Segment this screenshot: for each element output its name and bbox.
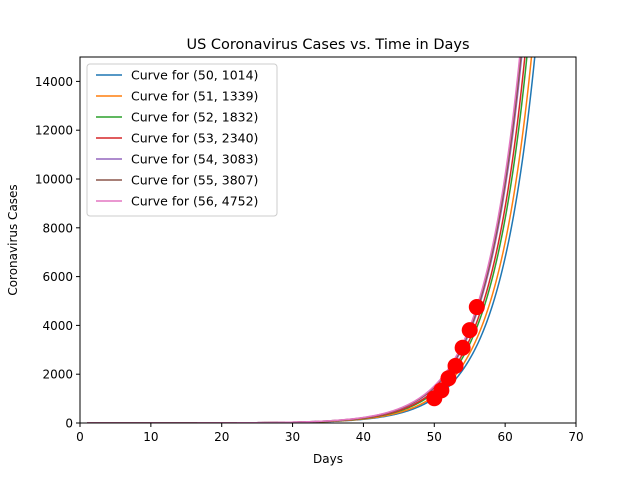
x-tick-label: 40 bbox=[356, 430, 371, 444]
data-point bbox=[433, 382, 450, 399]
point-group bbox=[426, 299, 485, 407]
legend-label: Curve for (55, 3807) bbox=[131, 173, 258, 188]
x-axis-label: Days bbox=[313, 452, 343, 466]
legend-label: Curve for (51, 1339) bbox=[131, 89, 258, 104]
data-point bbox=[447, 357, 464, 374]
x-tick-label: 20 bbox=[214, 430, 229, 444]
y-tick-label: 4000 bbox=[42, 319, 73, 333]
data-point bbox=[461, 322, 478, 339]
y-axis-label: Coronavirus Cases bbox=[6, 184, 20, 295]
y-axis: 0 2000 4000 6000 8000 10000 12000 14000 bbox=[35, 75, 80, 431]
data-point bbox=[454, 339, 471, 356]
y-tick-label: 0 bbox=[65, 417, 73, 431]
y-tick-label: 6000 bbox=[42, 270, 73, 284]
plot-frame bbox=[79, 56, 577, 424]
x-tick-label: 30 bbox=[285, 430, 300, 444]
x-tick-label: 0 bbox=[76, 430, 84, 444]
legend: Curve for (50, 1014) Curve for (51, 1339)… bbox=[86, 63, 278, 217]
y-tick-label: 12000 bbox=[35, 124, 73, 138]
y-tick-label: 10000 bbox=[35, 173, 73, 187]
data-point bbox=[468, 299, 485, 316]
x-tick-label: 10 bbox=[143, 430, 158, 444]
x-tick-label: 50 bbox=[427, 430, 442, 444]
x-axis: 0 10 20 30 40 50 60 70 bbox=[76, 423, 584, 444]
x-tick-label: 60 bbox=[498, 430, 513, 444]
legend-label: Curve for (53, 2340) bbox=[131, 131, 258, 146]
x-tick-label: 70 bbox=[568, 430, 583, 444]
legend-label: Curve for (50, 1014) bbox=[131, 68, 258, 83]
legend-label: Curve for (52, 1832) bbox=[131, 110, 258, 125]
chart-title: US Coronavirus Cases vs. Time in Days bbox=[186, 37, 469, 53]
legend-label: Curve for (54, 3083) bbox=[131, 152, 258, 167]
data-point bbox=[440, 370, 457, 387]
y-tick-label: 14000 bbox=[35, 75, 73, 89]
y-tick-label: 8000 bbox=[42, 221, 73, 235]
legend-label: Curve for (56, 4752) bbox=[131, 194, 258, 209]
legend-box bbox=[86, 63, 278, 217]
y-tick-label: 2000 bbox=[42, 368, 73, 382]
